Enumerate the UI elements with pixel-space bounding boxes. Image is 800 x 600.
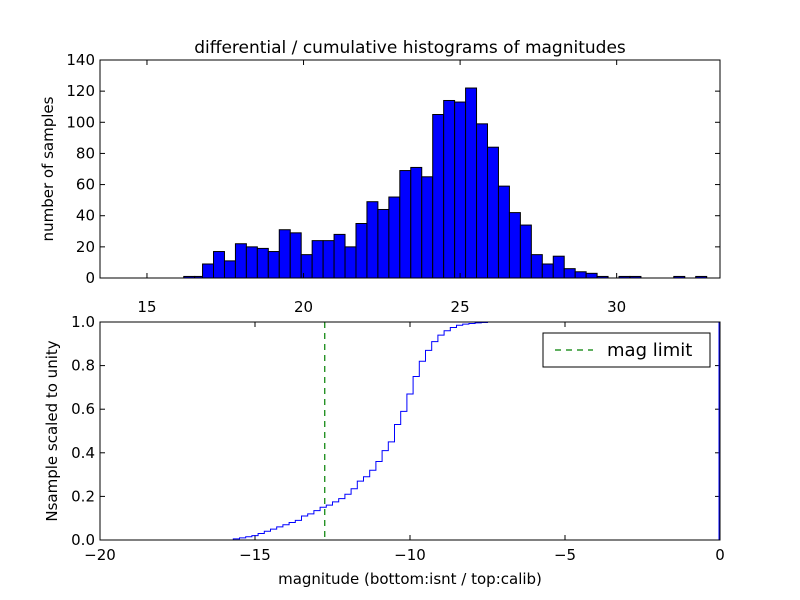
histogram-bar xyxy=(355,223,368,279)
bottom-y-tick-label: 0.6 xyxy=(71,400,95,418)
top-y-tick-label: 100 xyxy=(66,113,95,131)
top-x-tick-label: 30 xyxy=(607,298,626,316)
histogram-bar xyxy=(508,212,521,279)
histogram-bar xyxy=(245,246,258,279)
histogram-bar xyxy=(300,254,313,279)
top-x-tick-label: 15 xyxy=(137,298,156,316)
histogram-bar xyxy=(278,229,291,279)
histogram-bar xyxy=(519,224,532,279)
histogram-bar xyxy=(552,255,565,279)
histogram-bar xyxy=(410,166,423,279)
bottom-y-tick-label: 0.2 xyxy=(71,487,95,505)
histogram-bar xyxy=(487,146,499,279)
histogram-bar xyxy=(399,170,412,279)
top-y-tick-label: 80 xyxy=(76,144,95,162)
histogram-bars xyxy=(183,87,708,279)
histogram-bar xyxy=(530,254,543,279)
histogram-bar xyxy=(465,87,478,279)
histogram-bar xyxy=(454,101,467,279)
bottom-x-axis-label: magnitude (bottom:isnt / top:calib) xyxy=(278,570,542,588)
histogram-bar xyxy=(202,263,215,279)
top-y-tick-label: 0 xyxy=(85,269,95,287)
top-x-tick-label: 20 xyxy=(294,298,313,316)
bottom-axes-frame xyxy=(99,321,721,541)
legend: mag limit xyxy=(542,332,711,368)
bottom-y-tick-label: 1.0 xyxy=(71,313,95,331)
top-y-tick-label: 120 xyxy=(66,82,95,100)
histogram-bar xyxy=(476,123,489,279)
histogram-bar xyxy=(421,176,434,279)
bottom-x-tick-label: 0 xyxy=(715,546,725,564)
differential-histogram-axes: differential / cumulative histograms of … xyxy=(39,38,721,316)
bottom-x-tick-label: −20 xyxy=(84,546,116,564)
histogram-bar xyxy=(541,263,554,279)
histogram-bar xyxy=(322,240,335,279)
bottom-y-tick-label: 0.0 xyxy=(71,531,95,549)
histogram-bar xyxy=(256,247,269,279)
histogram-bar xyxy=(333,233,346,279)
histogram-bar xyxy=(234,243,247,279)
top-y-tick-label: 20 xyxy=(76,238,95,256)
histogram-bar xyxy=(563,268,576,279)
top-y-tick-label: 60 xyxy=(76,176,95,194)
histogram-bar xyxy=(574,271,587,279)
histogram-bar xyxy=(223,260,236,279)
histogram-bar xyxy=(388,196,401,279)
bottom-x-tick-label: −10 xyxy=(394,546,426,564)
chart-title: differential / cumulative histograms of … xyxy=(194,38,626,58)
top-y-tick-label: 140 xyxy=(66,51,95,69)
bottom-y-axis-label: Nsample scaled to unity xyxy=(43,340,61,521)
histogram-bar xyxy=(443,99,456,279)
histogram-bar xyxy=(585,272,598,279)
bottom-axis-ticks: 0.0 0.2 0.4 0.6 0.8 1.0 −20 −15 −10 −5 0 xyxy=(71,313,725,564)
histogram-bar xyxy=(497,185,510,279)
cumulative-step-line xyxy=(100,321,720,541)
histogram-bar xyxy=(213,251,225,279)
histogram-bar xyxy=(289,232,302,279)
bottom-y-tick-label: 0.4 xyxy=(71,444,95,462)
legend-mag-limit-label: mag limit xyxy=(607,340,692,361)
histogram-bar xyxy=(311,240,324,279)
top-y-axis-label: number of samples xyxy=(39,96,57,241)
histogram-bar xyxy=(432,114,445,279)
bottom-x-tick-label: −5 xyxy=(554,546,576,564)
top-y-tick-label: 40 xyxy=(76,207,95,225)
bottom-y-tick-label: 0.8 xyxy=(71,357,95,375)
histogram-bar xyxy=(366,201,379,279)
top-axis-ticks: 0 20 40 60 80 100 120 140 15 20 25 30 xyxy=(66,51,720,316)
histogram-bar xyxy=(344,246,357,279)
histogram-bar xyxy=(267,251,280,279)
cumulative-histogram-axes: Nsample scaled to unity magnitude (botto… xyxy=(43,313,725,588)
top-x-tick-label: 25 xyxy=(451,298,470,316)
histogram-bar xyxy=(377,208,390,279)
top-axes-frame xyxy=(99,59,721,279)
bottom-x-tick-label: −15 xyxy=(239,546,271,564)
